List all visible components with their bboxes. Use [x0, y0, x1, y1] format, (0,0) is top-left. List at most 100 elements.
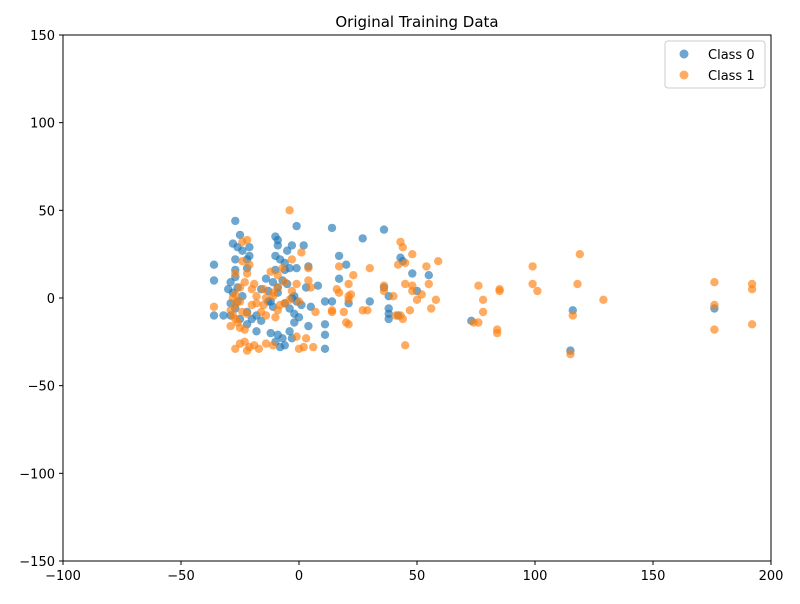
class-0-point — [327, 297, 337, 306]
class-1-point — [363, 306, 372, 315]
class-1-point — [231, 344, 240, 353]
class-1-point — [268, 292, 278, 301]
class-1-point — [566, 349, 575, 359]
class-1-point — [710, 325, 719, 334]
class-1-point — [240, 278, 249, 287]
class-1-point — [474, 281, 483, 290]
class-1-point — [226, 321, 235, 331]
class-0-point — [266, 328, 275, 338]
class-1-point — [271, 313, 280, 322]
class-1-point — [231, 314, 240, 324]
class-1-point — [478, 307, 488, 317]
class-1-point — [242, 309, 252, 318]
x-tick-label: 0 — [295, 569, 303, 584]
class-1-point — [528, 279, 537, 289]
class-1-point — [568, 311, 577, 320]
class-1-point — [379, 286, 389, 296]
class-0-point — [209, 311, 219, 320]
class-1-point — [240, 325, 249, 334]
class-0-point — [231, 216, 240, 226]
class-0-point — [334, 251, 344, 261]
class-0-point — [304, 321, 313, 331]
class-1-point — [389, 292, 398, 301]
class-0-point — [292, 264, 301, 273]
class-1-point — [252, 292, 261, 301]
class-1-point — [478, 295, 488, 304]
class-1-point — [245, 260, 254, 269]
x-tick-label: −50 — [167, 569, 194, 584]
class-1-point — [401, 341, 410, 350]
class-1-point — [268, 341, 278, 350]
class-1-point — [226, 306, 235, 315]
y-tick-label: −100 — [19, 467, 55, 482]
class-0-point — [334, 274, 344, 283]
class-1-point — [292, 332, 301, 341]
class-1-point — [365, 264, 374, 273]
class-1-point — [408, 250, 417, 259]
class-1-point — [231, 290, 240, 299]
class-1-point — [424, 279, 433, 289]
class-0-point — [231, 255, 240, 264]
class-1-point — [327, 307, 337, 317]
class-0-point — [209, 260, 219, 269]
class-1-point — [242, 269, 252, 278]
class-1-point — [575, 250, 584, 259]
class-0-point — [245, 243, 254, 252]
class-0-point — [224, 285, 233, 294]
class-1-point — [294, 297, 304, 306]
class-1-point — [434, 257, 443, 266]
class-0-point — [285, 327, 294, 336]
class-0-point — [287, 241, 297, 250]
plot-frame — [62, 34, 772, 562]
y-tick-label: −50 — [28, 380, 55, 395]
class-1-point — [344, 279, 353, 289]
y-tick-label: 50 — [38, 204, 55, 219]
class-1-point — [294, 344, 304, 353]
class-0-point — [292, 221, 301, 231]
class-0-point — [219, 311, 228, 320]
class-1-point — [297, 248, 306, 257]
legend: Class 0 Class 1 — [664, 40, 766, 89]
class-0-point — [313, 281, 323, 290]
class-1-point — [278, 264, 287, 273]
y-tick-label: −150 — [19, 555, 55, 570]
class-1-point — [261, 311, 271, 320]
class-1-point — [599, 295, 608, 304]
x-tick-label: 200 — [759, 569, 784, 584]
class-0-point — [285, 264, 294, 273]
class-1-point — [344, 320, 353, 329]
class-1-point — [280, 278, 289, 287]
class-1-point — [285, 206, 294, 215]
class-1-point — [309, 342, 318, 352]
class-0-point — [320, 330, 330, 339]
class-1-point — [431, 295, 441, 304]
class-1-point — [252, 299, 261, 308]
class-1-point — [493, 328, 502, 338]
class-0-point — [278, 334, 287, 343]
class-1-point — [334, 262, 344, 271]
class-1-point — [231, 269, 240, 278]
class-1-point — [427, 304, 436, 313]
x-tick-label: 150 — [641, 569, 666, 584]
class-1-point — [533, 286, 542, 296]
class-1-point — [242, 346, 252, 355]
class-1-point — [238, 257, 247, 266]
class-1-point — [259, 300, 268, 310]
class-1-point — [250, 279, 259, 289]
class-0-point — [365, 297, 374, 306]
x-tick-label: −100 — [45, 569, 81, 584]
class-1-point — [238, 237, 247, 247]
class-1-point — [266, 267, 275, 276]
class-0-point — [379, 225, 389, 234]
class-1-point — [304, 264, 313, 273]
class-1-point — [474, 318, 483, 327]
legend-box — [664, 40, 766, 89]
class-1-point — [401, 258, 410, 268]
class-0-point — [209, 276, 219, 285]
class-0-point — [424, 271, 433, 280]
class-0-point — [408, 269, 417, 278]
class-1-point — [304, 276, 313, 285]
class-1-point — [301, 334, 311, 343]
class-1-point — [285, 295, 294, 304]
